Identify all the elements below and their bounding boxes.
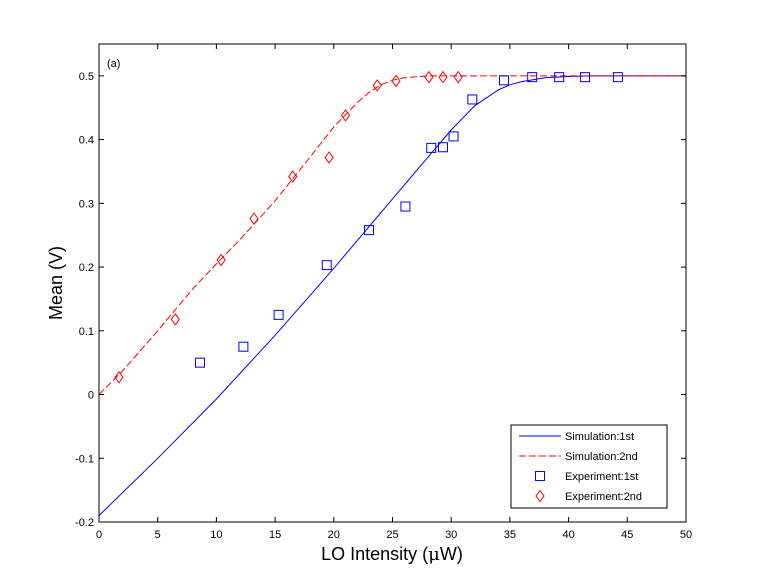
axis-ticks: 0 5 10 15 20 25 30 35 40 45 50 -0.2 -0.1 0 0.1 0.2 0.3 0.… xyxy=(75,44,692,541)
legend-swatch-experiment-1st xyxy=(535,471,545,481)
experiment-1st-point xyxy=(499,75,510,86)
y-axis-title: Mean (V) xyxy=(46,246,66,320)
x-tick-label: 10 xyxy=(210,529,222,541)
experiment-1st-point xyxy=(527,72,538,83)
experiment-2nd-point xyxy=(216,253,226,267)
x-tick-label: 20 xyxy=(328,529,340,541)
experiment-2nd-point xyxy=(424,70,434,84)
experiment-2nd-point xyxy=(288,170,298,183)
experiment-2nd-point xyxy=(249,212,259,225)
x-tick-label: 30 xyxy=(445,529,457,541)
legend-label-experiment-2nd: Experiment:2nd xyxy=(565,491,642,503)
experiment-1st-point xyxy=(437,142,448,153)
y-tick-label: -0.1 xyxy=(75,453,94,465)
experiment-1st-point xyxy=(467,94,478,105)
experiment-1st-point xyxy=(554,72,565,83)
experiment-2nd-point xyxy=(453,70,463,84)
y-tick-label: 0.4 xyxy=(79,135,94,147)
experiment-1st-point xyxy=(426,142,437,153)
experiment-1st-point xyxy=(238,341,249,352)
x-axis-title-prefix: LO Intensity ( xyxy=(321,544,428,564)
experiment-1st-point xyxy=(194,357,205,368)
legend-label-simulation-2nd: Simulation:2nd xyxy=(565,451,638,463)
y-tick-label: 0.5 xyxy=(79,71,94,83)
y-tick-label: 0 xyxy=(88,390,94,402)
experiment-2nd-point xyxy=(438,70,448,84)
x-axis-title-mu: μ xyxy=(428,544,440,565)
experiment-2nd-point xyxy=(391,74,401,88)
chart-annotation: (a) xyxy=(107,58,120,70)
x-tick-label: 25 xyxy=(386,529,398,541)
y-tick-label: 0.2 xyxy=(79,262,94,274)
y-tick-label: 0.1 xyxy=(79,326,94,338)
experiment-1st-point xyxy=(448,131,459,142)
legend: Simulation:1st Simulation:2nd Experiment:1… xyxy=(510,424,668,509)
x-tick-label: 50 xyxy=(680,529,692,541)
experiment-2nd-point xyxy=(170,312,180,326)
y-tick-label: 0.3 xyxy=(79,198,94,210)
experiment-2nd-point xyxy=(340,109,351,122)
y-tick-label: -0.2 xyxy=(75,517,94,529)
legend-swatch-experiment-2nd xyxy=(535,489,545,503)
experiment-1st-point xyxy=(612,72,623,83)
experiment-1st-point xyxy=(321,260,332,271)
experiment-2nd-point xyxy=(324,151,334,164)
experiment-1st-point xyxy=(580,72,591,83)
plot-marks xyxy=(98,70,686,516)
experiment-1st-point xyxy=(273,309,284,320)
x-axis-title: LO Intensity (μW) xyxy=(321,544,463,565)
x-tick-label: 0 xyxy=(96,529,102,541)
legend-label-simulation-1st: Simulation:1st xyxy=(565,431,634,443)
x-axis-title-suffix: W) xyxy=(440,544,463,564)
experiment-1st-point xyxy=(400,201,411,212)
experiment-2nd-point xyxy=(372,79,382,92)
x-tick-label: 5 xyxy=(155,529,161,541)
x-tick-label: 40 xyxy=(562,529,574,541)
experiment-2nd-point xyxy=(114,370,124,384)
legend-label-experiment-1st: Experiment:1st xyxy=(565,471,638,483)
x-tick-label: 15 xyxy=(269,529,281,541)
x-tick-label: 35 xyxy=(504,529,516,541)
x-tick-label: 45 xyxy=(621,529,633,541)
experiment-1st-point xyxy=(364,225,375,236)
